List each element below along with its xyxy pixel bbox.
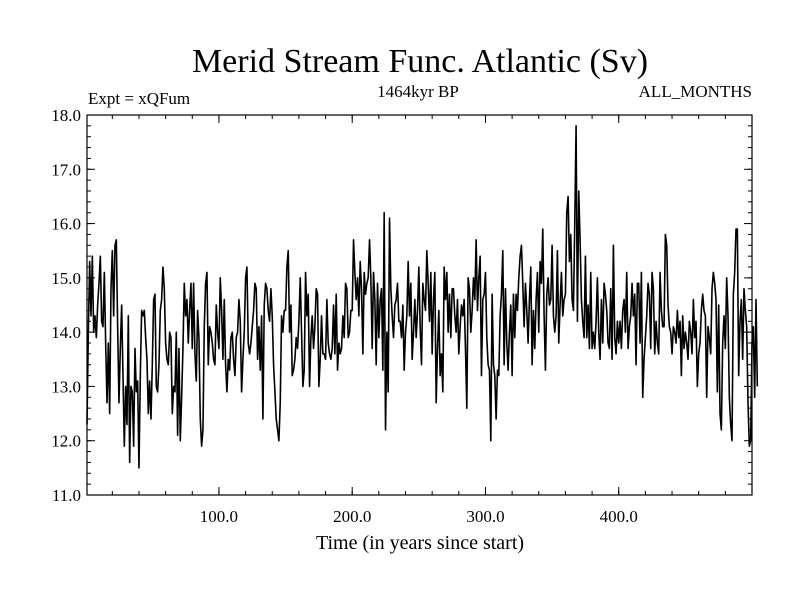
chart-title: Merid Stream Func. Atlantic (Sv) [192,43,648,80]
x-tick-label: 300.0 [466,507,504,526]
y-tick-label: 11.0 [52,486,81,505]
plot-frame [86,114,753,496]
y-tick-label: 18.0 [51,106,81,125]
y-tick-label: 13.0 [51,377,81,396]
x-axis-label: Time (in years since start) [316,532,524,554]
x-tick-label: 100.0 [200,507,238,526]
y-axis: 11.0 12.0 13.0 14.0 15.0 16.0 17.0 18.0 [51,106,752,505]
series-line [86,125,759,469]
y-tick-label: 12.0 [51,432,81,451]
y-tick-label: 14.0 [51,323,81,342]
y-tick-label: 15.0 [51,269,81,288]
x-tick-label: 200.0 [333,507,371,526]
y-tick-label: 16.0 [51,215,81,234]
x-axis: 100.0 200.0 300.0 400.0 [111,115,726,526]
x-tick-label: 400.0 [600,507,638,526]
y-tick-label: 17.0 [51,160,81,179]
chart-subtitle-right: ALL_MONTHS [639,82,752,101]
series-layer [86,125,759,469]
chart-subtitle-center: 1464kyr BP [377,82,459,101]
chart-subtitle-left: Expt = xQFum [88,89,190,108]
